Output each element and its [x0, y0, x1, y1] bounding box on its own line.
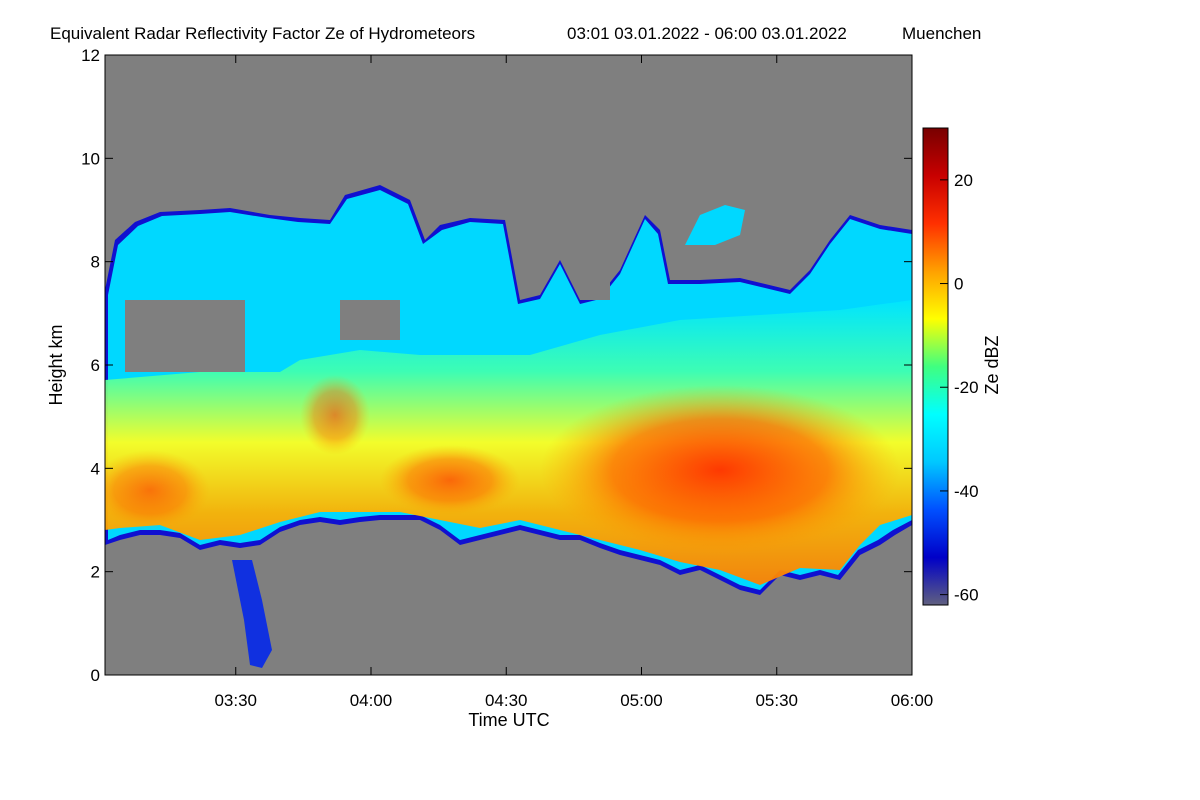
chart-title-time-range: 03:01 03.01.2022 - 06:00 03.01.2022	[567, 24, 847, 43]
y-tick-label: 6	[91, 356, 100, 375]
y-tick-label: 8	[91, 253, 100, 272]
x-tick-label: 04:30	[485, 691, 528, 710]
colorbar-title: Ze dBZ	[982, 335, 1002, 394]
x-tick-label: 04:00	[350, 691, 393, 710]
colorbar-tick-label: -60	[954, 586, 979, 605]
precip-core-mid	[380, 445, 520, 515]
x-tick-label: 03:30	[214, 691, 257, 710]
upper-cloud-patch	[685, 205, 745, 245]
x-axis-title: Time UTC	[468, 710, 549, 730]
x-tick-label: 05:30	[755, 691, 798, 710]
precip-core-main	[540, 385, 900, 555]
y-tick-label: 10	[81, 149, 100, 168]
colorbar	[922, 127, 949, 606]
y-tick-label: 2	[91, 563, 100, 582]
colorbar-tick-label: 20	[954, 171, 973, 190]
precip-core-left	[105, 450, 210, 530]
x-axis: 03:30 04:00 04:30 05:00 05:30 06:00	[214, 55, 933, 710]
fallstreak-echo	[232, 560, 272, 668]
y-tick-label: 0	[91, 666, 100, 685]
precip-core-band	[300, 375, 370, 455]
colorbar-tick-label: 0	[954, 275, 963, 294]
gap-region-2	[340, 300, 400, 340]
colorbar-tick-label: -40	[954, 482, 979, 501]
y-tick-label: 12	[81, 46, 100, 65]
y-tick-label: 4	[91, 459, 100, 478]
gap-region-1	[125, 300, 245, 372]
plot-area	[105, 55, 912, 675]
colorbar-ticks: -60 -40 -20 0 20	[940, 171, 979, 605]
chart-title-main: Equivalent Radar Reflectivity Factor Ze …	[50, 24, 475, 43]
y-axis-title: Height km	[46, 324, 66, 405]
gap-region-3	[580, 250, 610, 300]
y-axis: 0 2 4 6 8 10 12	[81, 46, 912, 685]
x-tick-label: 06:00	[891, 691, 934, 710]
colorbar-ramp	[922, 127, 949, 606]
colorbar-tick-label: -20	[954, 378, 979, 397]
x-tick-label: 05:00	[620, 691, 663, 710]
chart-title-location: Muenchen	[902, 24, 981, 43]
